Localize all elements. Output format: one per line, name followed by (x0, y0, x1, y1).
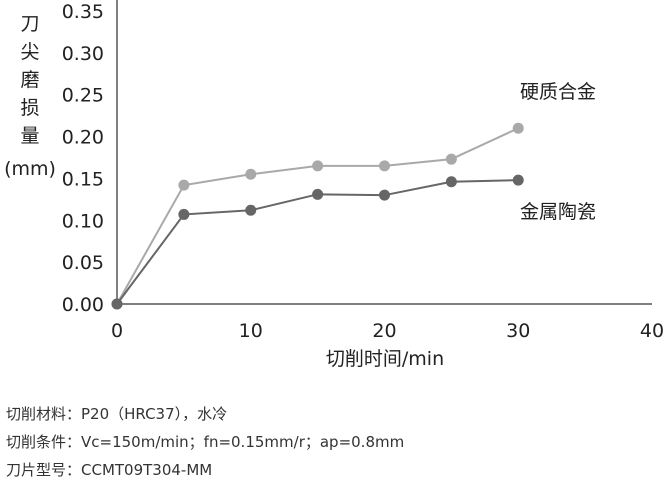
data-point (178, 179, 190, 191)
wear-line-chart: 0.00 0.05 0.10 0.15 0.20 0.25 0.30 0.35 0 10 20 30… (4, 0, 664, 370)
series-label-cermet: 金属陶瓷 (520, 201, 596, 223)
y-tick-label: 0.00 (62, 294, 104, 316)
y-tick-label: 0.10 (62, 210, 104, 232)
data-point (245, 204, 257, 216)
y-tick-labels: 0.00 0.05 0.10 0.15 0.20 0.25 0.30 0.35 (62, 1, 104, 316)
x-tick-label: 40 (640, 320, 664, 342)
series-label-carbide: 硬质合金 (520, 81, 596, 103)
x-tick-label: 0 (111, 320, 123, 342)
y-tick-label: 0.15 (62, 168, 104, 190)
y-tick-label: 0.05 (62, 252, 104, 274)
data-point (512, 122, 524, 134)
y-tick-label: 0.25 (62, 85, 104, 107)
svg-text:刀尖磨损量(mm): 刀尖磨损量(mm) (4, 13, 56, 180)
y-tick-label: 0.20 (62, 127, 104, 149)
series-line (116, 127, 519, 305)
data-point (512, 174, 524, 186)
data-point (312, 160, 324, 172)
y-tick-label: 0.35 (62, 1, 104, 23)
series-group (111, 122, 524, 310)
data-point (379, 160, 390, 172)
data-point (312, 188, 324, 200)
data-point (445, 153, 457, 165)
x-tick-label: 20 (372, 320, 396, 342)
note-material: 切削材料：P20（HRC37），水冷 (6, 405, 228, 423)
data-point (245, 168, 257, 180)
data-point (379, 189, 390, 201)
note-conditions: 切削条件：Vc=150m/min；fn=0.15mm/r；ap=0.8mm (6, 433, 405, 451)
note-insert: 刀片型号：CCMT09T304-MM (6, 461, 213, 479)
data-point (445, 176, 457, 188)
x-tick-labels: 0 10 20 30 40 (111, 320, 664, 342)
x-tick-label: 10 (239, 320, 263, 342)
data-point (111, 298, 123, 310)
x-axis-label: 切削时间/min (326, 348, 444, 370)
y-tick-label: 0.30 (62, 43, 104, 65)
x-tick-label: 30 (506, 320, 530, 342)
experiment-notes: 切削材料：P20（HRC37），水冷 切削条件：Vc=150m/min；fn=0… (6, 400, 404, 484)
y-axis-label: 刀尖磨损量(mm) (4, 13, 56, 180)
data-point (178, 208, 190, 220)
